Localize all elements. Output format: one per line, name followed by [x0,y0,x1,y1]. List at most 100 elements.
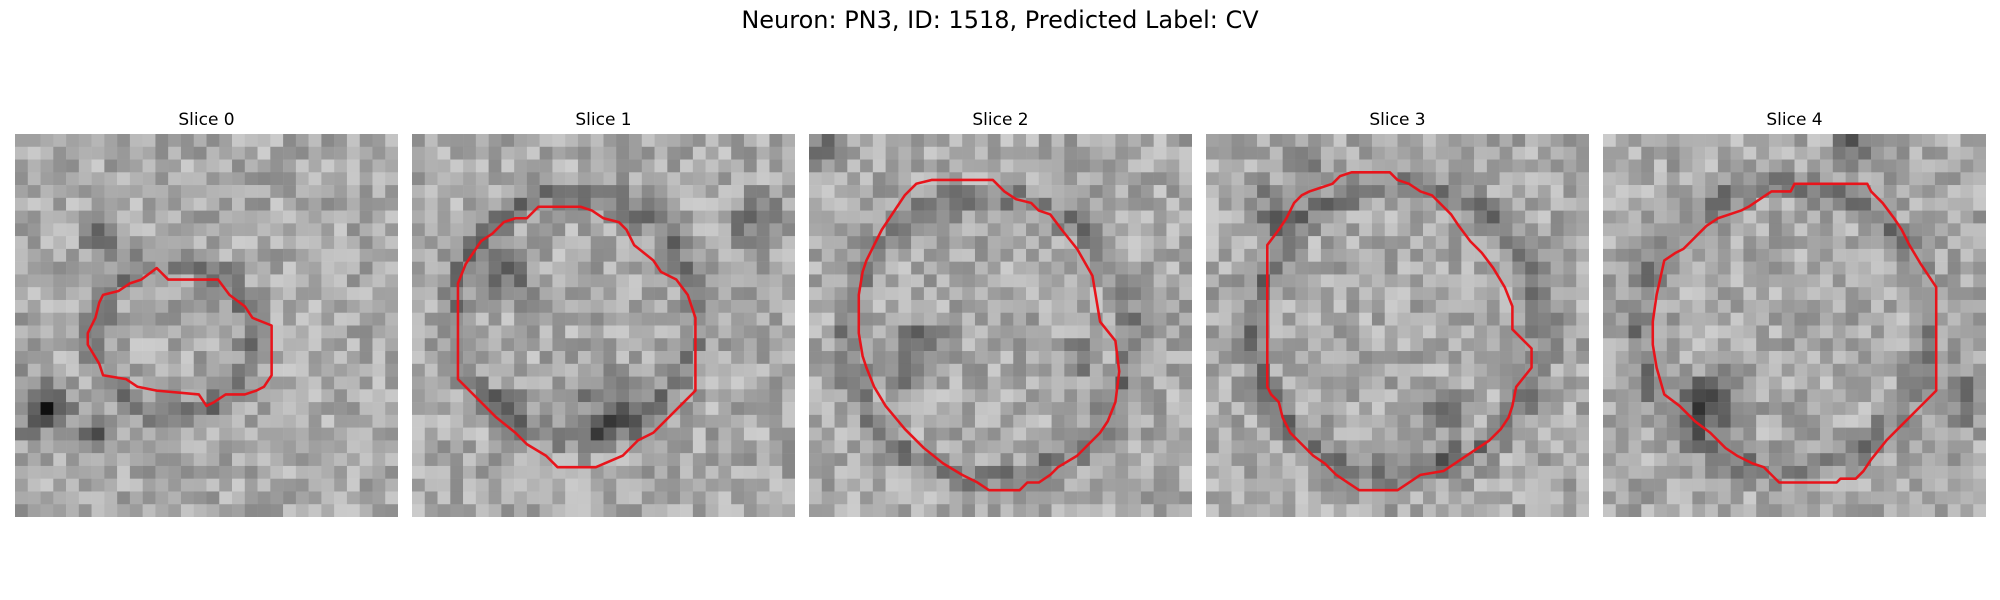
pixel [616,236,630,250]
pixel [1308,440,1322,454]
pixel [898,402,912,416]
pixel [1679,223,1693,237]
pixel [718,299,732,313]
pixel [1064,491,1078,505]
pixel [949,210,963,224]
pixel [27,376,41,390]
pixel [1947,338,1961,352]
pixel [283,299,297,313]
pixel [1512,465,1526,479]
pixel [1486,325,1500,339]
pixel [117,172,131,186]
pixel [974,197,988,211]
pixel [1244,146,1258,160]
pixel [1206,325,1220,339]
pixel [193,287,207,301]
pixel [1102,236,1116,250]
pixel [1153,146,1167,160]
slice-title: Slice 2 [972,110,1029,130]
pixel [782,210,795,224]
pixel [1218,236,1232,250]
pixel [731,312,745,326]
pixel [603,465,617,479]
pixel [1781,146,1795,160]
pixel [372,465,386,479]
pixel [1563,325,1577,339]
pixel [923,248,937,262]
pixel [475,376,489,390]
pixel [1730,146,1744,160]
pixel [1397,248,1411,262]
pixel [603,414,617,428]
pixel [1692,478,1706,492]
pixel [1064,261,1078,275]
pixel [1820,338,1834,352]
pixel [308,351,322,365]
pixel [257,236,271,250]
pixel [193,134,207,148]
pixel [385,236,398,250]
pixel [372,248,386,262]
pixel [641,414,655,428]
pixel [193,172,207,186]
pixel [1128,261,1142,275]
pixel [1077,172,1091,186]
pixel [577,351,591,365]
pixel [244,402,258,416]
pixel [66,172,80,186]
pixel [206,376,220,390]
pixel [936,146,950,160]
pixel [475,134,489,148]
pixel [1973,363,1986,377]
pixel [1359,274,1373,288]
pixel [437,287,451,301]
pixel [1871,185,1885,199]
pixel [1781,389,1795,403]
pixel [1666,491,1680,505]
pixel [437,389,451,403]
pixel [1448,363,1462,377]
pixel [1947,236,1961,250]
pixel [1820,414,1834,428]
pixel [1730,312,1744,326]
pixel [718,427,732,441]
pixel [1973,338,1986,352]
pixel [552,185,566,199]
pixel [603,351,617,365]
pixel [1717,236,1731,250]
pixel [346,504,360,517]
pixel [1550,146,1564,160]
pixel [283,491,297,505]
pixel [1140,236,1154,250]
pixel [1206,223,1220,237]
pixel [53,491,67,505]
pixel [168,312,182,326]
pixel [1679,440,1693,454]
pixel [629,478,643,492]
pixel [78,414,92,428]
pixel [680,185,694,199]
pixel [1179,312,1192,326]
pixel [1960,261,1974,275]
pixel [346,427,360,441]
pixel [257,261,271,275]
pixel [974,325,988,339]
pixel [1960,210,1974,224]
pixel [1153,261,1167,275]
pixel [782,134,795,148]
pixel [1615,261,1629,275]
pixel [1000,287,1014,301]
pixel [1730,376,1744,390]
pixel [142,134,156,148]
pixel [1628,134,1642,148]
pixel [1781,172,1795,186]
pixel [1346,287,1360,301]
pixel [974,159,988,173]
pixel [1947,504,1961,517]
pixel [1038,338,1052,352]
pixel [1654,465,1668,479]
pixel [1206,465,1220,479]
pixel [1206,261,1220,275]
pixel [1244,414,1258,428]
pixel [923,402,937,416]
